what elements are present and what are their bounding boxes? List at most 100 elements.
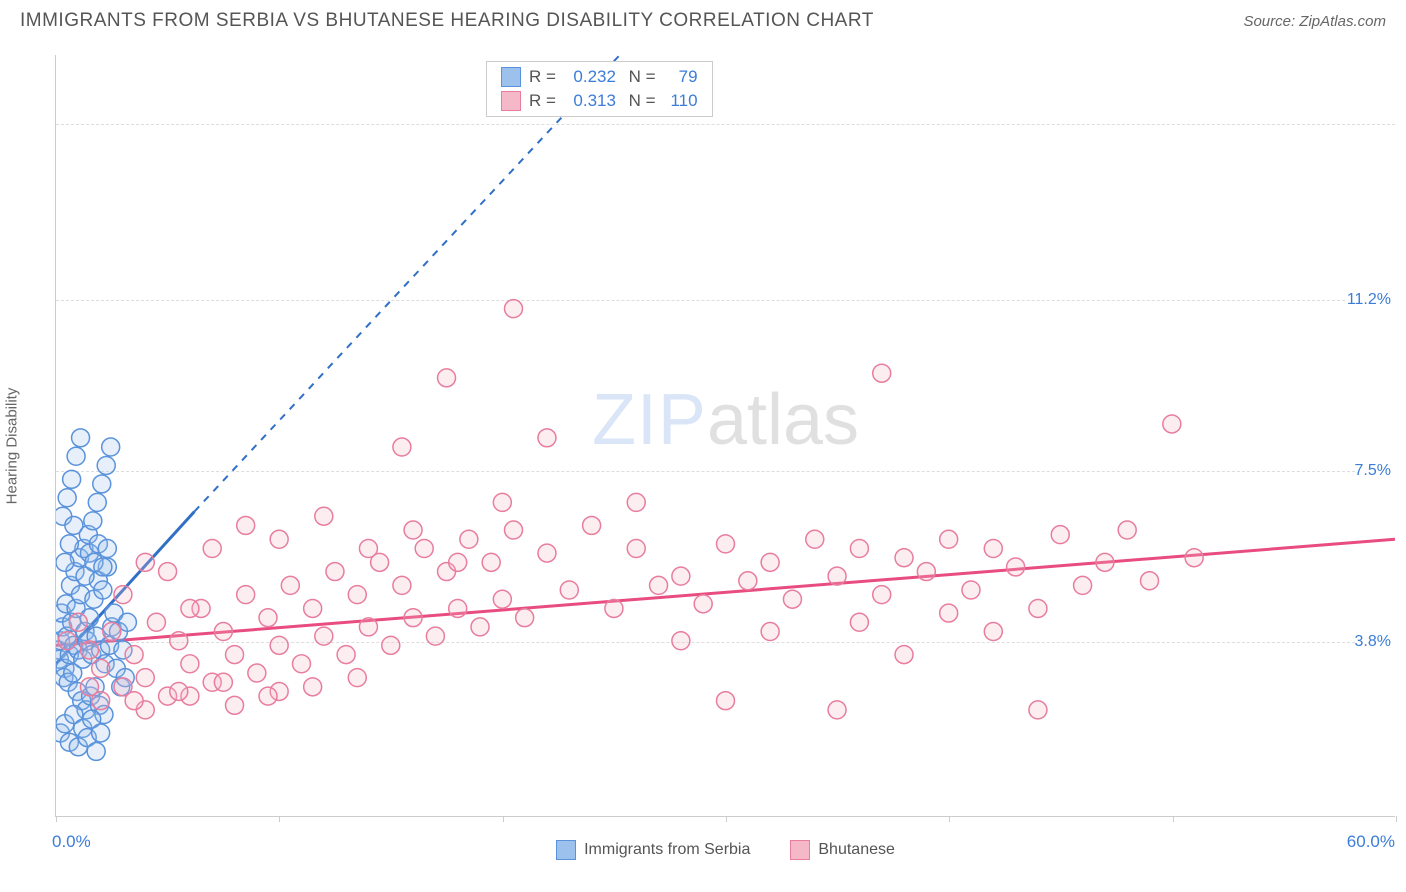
point-bhutanese — [415, 540, 433, 558]
point-bhutanese — [493, 493, 511, 511]
point-bhutanese — [125, 646, 143, 664]
point-bhutanese — [895, 549, 913, 567]
point-bhutanese — [170, 632, 188, 650]
legend-label-serbia: Immigrants from Serbia — [584, 841, 750, 859]
point-bhutanese — [214, 673, 232, 691]
point-bhutanese — [315, 507, 333, 525]
point-bhutanese — [1029, 701, 1047, 719]
point-serbia — [60, 535, 78, 553]
point-bhutanese — [460, 530, 478, 548]
point-bhutanese — [237, 516, 255, 534]
x-tick — [1396, 816, 1397, 822]
point-bhutanese — [147, 613, 165, 631]
point-serbia — [93, 475, 111, 493]
point-bhutanese — [482, 553, 500, 571]
point-bhutanese — [583, 516, 601, 534]
point-serbia — [58, 489, 76, 507]
point-bhutanese — [80, 678, 98, 696]
point-serbia — [56, 553, 74, 571]
point-bhutanese — [1163, 415, 1181, 433]
point-bhutanese — [92, 659, 110, 677]
point-bhutanese — [1074, 576, 1092, 594]
legend-item-serbia: Immigrants from Serbia — [556, 840, 750, 860]
point-bhutanese — [739, 572, 757, 590]
point-bhutanese — [940, 604, 958, 622]
plot-area: ZIPatlas 3.8%7.5%11.2% 0.0%60.0% R = 0.2… — [55, 55, 1395, 817]
point-serbia — [94, 581, 112, 599]
point-bhutanese — [348, 669, 366, 687]
swatch-bhutanese — [501, 91, 521, 111]
point-bhutanese — [873, 364, 891, 382]
point-bhutanese — [672, 567, 690, 585]
point-bhutanese — [873, 586, 891, 604]
point-bhutanese — [136, 553, 154, 571]
point-bhutanese — [393, 438, 411, 456]
scatter-svg — [56, 55, 1395, 816]
x-tick — [503, 816, 504, 822]
point-bhutanese — [650, 576, 668, 594]
point-serbia — [72, 429, 90, 447]
point-bhutanese — [181, 655, 199, 673]
point-bhutanese — [895, 646, 913, 664]
point-serbia — [92, 724, 110, 742]
stats-row-serbia: R = 0.232 N = 79 — [487, 65, 712, 89]
point-bhutanese — [270, 636, 288, 654]
point-bhutanese — [828, 701, 846, 719]
point-bhutanese — [438, 369, 456, 387]
y-tick-label: 3.8% — [1355, 633, 1397, 651]
point-bhutanese — [717, 692, 735, 710]
point-bhutanese — [304, 599, 322, 617]
x-tick — [1173, 816, 1174, 822]
point-bhutanese — [226, 646, 244, 664]
point-bhutanese — [717, 535, 735, 553]
legend-swatch-bhutanese — [790, 840, 810, 860]
point-bhutanese — [449, 553, 467, 571]
point-bhutanese — [627, 540, 645, 558]
legend-item-bhutanese: Bhutanese — [790, 840, 895, 860]
point-bhutanese — [292, 655, 310, 673]
point-bhutanese — [1141, 572, 1159, 590]
r-value-bhutanese: 0.313 — [564, 91, 616, 111]
point-bhutanese — [103, 623, 121, 641]
point-bhutanese — [917, 563, 935, 581]
point-serbia — [65, 516, 83, 534]
point-serbia — [84, 512, 102, 530]
point-bhutanese — [560, 581, 578, 599]
title-bar: IMMIGRANTS FROM SERBIA VS BHUTANESE HEAR… — [20, 10, 1386, 32]
point-bhutanese — [1051, 526, 1069, 544]
point-serbia — [97, 456, 115, 474]
point-bhutanese — [359, 540, 377, 558]
x-tick — [279, 816, 280, 822]
point-bhutanese — [504, 521, 522, 539]
point-serbia — [88, 493, 106, 511]
point-bhutanese — [694, 595, 712, 613]
point-bhutanese — [984, 540, 1002, 558]
point-bhutanese — [58, 632, 76, 650]
point-bhutanese — [69, 613, 87, 631]
point-bhutanese — [761, 623, 779, 641]
point-serbia — [118, 613, 136, 631]
point-bhutanese — [504, 300, 522, 318]
legend-label-bhutanese: Bhutanese — [818, 841, 895, 859]
point-bhutanese — [304, 678, 322, 696]
y-axis-label: Hearing Disability — [4, 388, 21, 505]
bottom-legend: Immigrants from Serbia Bhutanese — [56, 840, 1395, 860]
y-tick-label: 7.5% — [1355, 462, 1397, 480]
point-bhutanese — [125, 692, 143, 710]
point-bhutanese — [326, 563, 344, 581]
point-bhutanese — [806, 530, 824, 548]
point-bhutanese — [516, 609, 534, 627]
point-bhutanese — [828, 567, 846, 585]
point-bhutanese — [1007, 558, 1025, 576]
point-serbia — [98, 540, 116, 558]
r-value-serbia: 0.232 — [564, 67, 616, 87]
point-bhutanese — [426, 627, 444, 645]
x-tick — [56, 816, 57, 822]
point-bhutanese — [214, 623, 232, 641]
point-bhutanese — [1118, 521, 1136, 539]
point-bhutanese — [315, 627, 333, 645]
point-bhutanese — [159, 563, 177, 581]
point-bhutanese — [1029, 599, 1047, 617]
n-value-bhutanese: 110 — [664, 91, 698, 111]
point-bhutanese — [962, 581, 980, 599]
